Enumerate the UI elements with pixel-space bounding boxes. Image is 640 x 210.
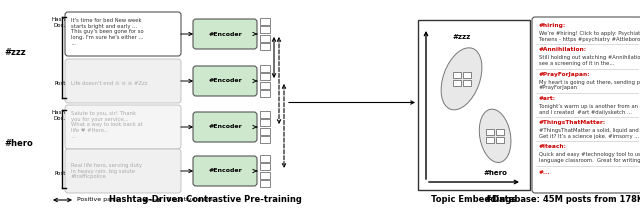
Bar	[496, 129, 504, 135]
Bar	[260, 119, 270, 126]
FancyBboxPatch shape	[532, 17, 640, 193]
Text: Hash
Doc.: Hash Doc.	[52, 17, 66, 28]
Bar	[260, 35, 270, 42]
Text: #PrayForJapan:: #PrayForJapan:	[539, 72, 591, 77]
Text: #zzz: #zzz	[452, 34, 470, 40]
Text: Post: Post	[54, 81, 66, 86]
Text: #hero: #hero	[483, 170, 507, 176]
Bar	[418, 20, 530, 190]
Bar	[260, 18, 270, 25]
Bar	[452, 72, 461, 78]
Text: #hiring:: #hiring:	[539, 23, 566, 28]
FancyBboxPatch shape	[193, 112, 257, 142]
Bar	[260, 128, 270, 135]
Bar	[260, 163, 270, 170]
Text: Life doesn't end ☠ ☠ ☠ #Zzz: Life doesn't end ☠ ☠ ☠ #Zzz	[71, 81, 147, 86]
Bar	[260, 65, 270, 72]
Text: #ThingsThatMatter:: #ThingsThatMatter:	[539, 120, 606, 125]
Text: Post: Post	[54, 171, 66, 176]
Text: Still holding out watching #Annihilation until I
see a screening of it in the...: Still holding out watching #Annihilation…	[539, 55, 640, 66]
Text: We’re #hiring! Click to apply: Psychiatrist - Locum
Tenens - https #psychiatry #: We’re #hiring! Click to apply: Psychiatr…	[539, 31, 640, 42]
Bar	[486, 129, 494, 135]
Text: Quick and easy #technology tool to use in the foreign
language classroom.  Great: Quick and easy #technology tool to use i…	[539, 152, 640, 163]
Bar	[260, 43, 270, 50]
FancyBboxPatch shape	[65, 12, 181, 56]
FancyBboxPatch shape	[193, 66, 257, 96]
Text: #zzz: #zzz	[4, 48, 26, 57]
FancyBboxPatch shape	[65, 59, 181, 103]
Text: #Database: 45M posts from 178K hashtags: #Database: 45M posts from 178K hashtags	[485, 195, 640, 204]
FancyBboxPatch shape	[193, 156, 257, 186]
Bar	[260, 90, 270, 97]
Text: Hash
Doc.: Hash Doc.	[52, 110, 66, 121]
Bar	[260, 82, 270, 89]
Bar	[260, 180, 270, 187]
Text: Tonight’s warm up is another from an old comic @USER
and I created  #art #dailys: Tonight’s warm up is another from an old…	[539, 104, 640, 115]
Text: Topic Embeddings: Topic Embeddings	[431, 195, 516, 204]
Text: #art:: #art:	[539, 96, 556, 101]
FancyBboxPatch shape	[65, 149, 181, 193]
Text: #Encoder: #Encoder	[208, 125, 242, 130]
Text: #Annihilation:: #Annihilation:	[539, 47, 587, 52]
Text: #Encoder: #Encoder	[208, 32, 242, 37]
Bar	[496, 137, 504, 143]
Bar	[260, 136, 270, 143]
Bar	[463, 80, 470, 86]
Text: Positive pairs: Positive pairs	[77, 197, 118, 202]
Text: #...: #...	[539, 170, 550, 175]
Text: Salute to you, sir! Thank
you for your service...
What a way to look back at
lif: Salute to you, sir! Thank you for your s…	[71, 111, 143, 139]
Bar	[260, 26, 270, 33]
Text: #hero: #hero	[4, 139, 33, 148]
Text: Negative pairs: Negative pairs	[167, 197, 213, 202]
Bar	[463, 72, 470, 78]
Bar	[260, 73, 270, 80]
FancyBboxPatch shape	[65, 105, 181, 149]
Text: Real life hero, serving duty
in heavy rain. big salute
#trafficpolice: Real life hero, serving duty in heavy ra…	[71, 163, 142, 179]
Bar	[452, 80, 461, 86]
Bar	[486, 137, 494, 143]
Bar	[260, 172, 270, 179]
Text: Hashtag-Driven Contrastive Pre-training: Hashtag-Driven Contrastive Pre-training	[109, 195, 301, 204]
FancyBboxPatch shape	[193, 19, 257, 49]
Bar	[260, 111, 270, 118]
Text: #Encoder: #Encoder	[208, 168, 242, 173]
Bar	[260, 155, 270, 162]
Text: My heart is going out there, sending prayers
#PrayForJapan: My heart is going out there, sending pra…	[539, 80, 640, 90]
Text: #Encoder: #Encoder	[208, 79, 242, 84]
Text: #lteach:: #lteach:	[539, 144, 567, 150]
Ellipse shape	[441, 48, 482, 110]
Text: It's time for bed New week
starts bright and early ...
This guy's been gone for : It's time for bed New week starts bright…	[71, 18, 143, 46]
Ellipse shape	[479, 109, 511, 163]
Text: #ThingsThatMatter a solid, liquid and gas
Get it? It’s a science joke. #imsorry : #ThingsThatMatter a solid, liquid and ga…	[539, 128, 640, 139]
